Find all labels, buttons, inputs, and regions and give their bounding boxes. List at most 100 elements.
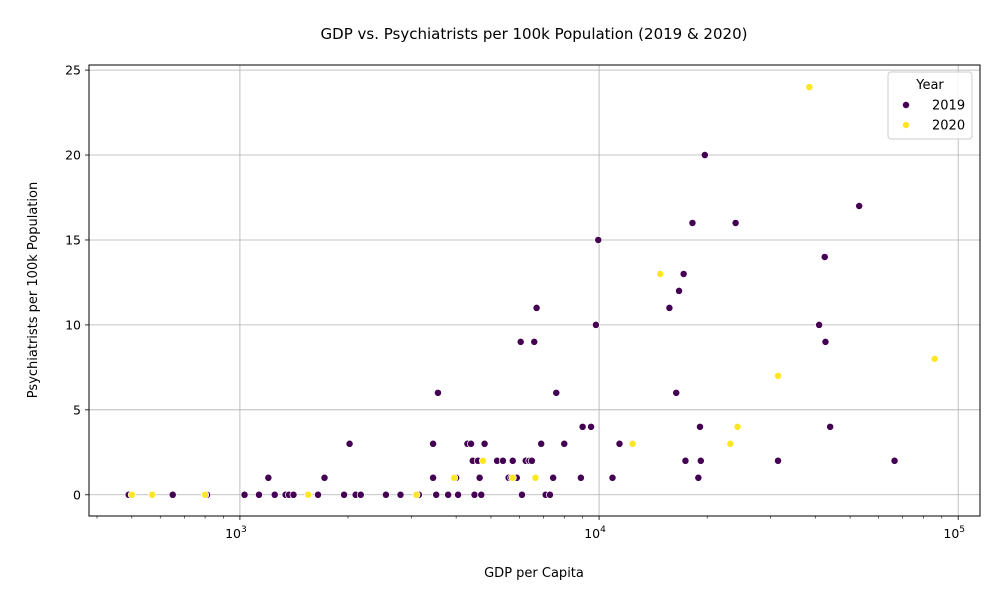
data-point-2019 bbox=[681, 456, 690, 465]
data-point-2020 bbox=[478, 456, 487, 465]
data-point-2019 bbox=[429, 473, 438, 482]
data-point-2019 bbox=[576, 473, 585, 482]
data-point-2019 bbox=[444, 490, 453, 499]
chart-title: GDP vs. Psychiatrists per 100k Populatio… bbox=[321, 25, 748, 43]
data-point-2019 bbox=[356, 490, 365, 499]
series-2020 bbox=[127, 83, 939, 499]
gridlines bbox=[89, 65, 980, 516]
data-point-2019 bbox=[688, 219, 697, 227]
data-point-2019 bbox=[289, 490, 298, 499]
legend-box bbox=[887, 71, 973, 140]
y-axis-label: Psychiatrists per 100k Population bbox=[26, 182, 41, 398]
data-point-2019 bbox=[820, 253, 829, 261]
data-point-2019 bbox=[578, 422, 587, 431]
data-point-2019 bbox=[679, 269, 688, 278]
data-point-2019 bbox=[270, 490, 279, 499]
data-point-2020 bbox=[508, 473, 517, 482]
data-point-2019 bbox=[560, 439, 569, 448]
data-point-2019 bbox=[826, 422, 835, 431]
data-point-2019 bbox=[475, 473, 484, 482]
data-point-2019 bbox=[516, 337, 525, 346]
data-point-2019 bbox=[454, 490, 463, 499]
legend-label-2019: 2019 bbox=[932, 99, 965, 114]
data-point-2020 bbox=[304, 490, 313, 499]
data-point-2019 bbox=[672, 388, 681, 397]
data-point-2020 bbox=[127, 490, 136, 499]
data-point-2019 bbox=[821, 337, 830, 346]
data-point-2019 bbox=[696, 456, 705, 465]
data-point-2019 bbox=[527, 456, 536, 465]
data-point-2019 bbox=[615, 439, 624, 448]
axis-ticks: 0 5 10 15 20 25 103 104 105 bbox=[65, 63, 965, 541]
y-tick-label: 10 bbox=[65, 317, 81, 332]
data-point-2019 bbox=[518, 490, 526, 499]
x-axis-label: GDP per Capita bbox=[484, 566, 584, 581]
data-point-2019 bbox=[499, 456, 507, 465]
data-point-2019 bbox=[694, 473, 703, 482]
data-point-2019 bbox=[532, 303, 541, 312]
data-point-2020 bbox=[805, 83, 814, 92]
data-point-2019 bbox=[432, 490, 441, 499]
data-point-2019 bbox=[537, 439, 546, 448]
data-point-2019 bbox=[168, 490, 177, 499]
legend-marker-2019 bbox=[902, 101, 910, 109]
data-point-2019 bbox=[855, 202, 864, 210]
data-point-2019 bbox=[594, 236, 603, 244]
data-point-2019 bbox=[549, 473, 558, 482]
data-point-2019 bbox=[665, 303, 674, 312]
data-point-2019 bbox=[264, 473, 273, 482]
data-point-2019 bbox=[314, 490, 322, 499]
data-point-2019 bbox=[890, 456, 899, 465]
legend-title: Year bbox=[915, 78, 944, 93]
data-point-2019 bbox=[255, 490, 263, 499]
data-point-2019 bbox=[470, 490, 479, 499]
data-point-2019 bbox=[345, 439, 354, 448]
data-point-2019 bbox=[731, 219, 740, 227]
data-point-2019 bbox=[381, 490, 390, 499]
data-point-2019 bbox=[240, 490, 249, 499]
data-point-2019 bbox=[530, 337, 539, 346]
data-point-2019 bbox=[396, 490, 405, 499]
data-point-2019 bbox=[608, 473, 617, 482]
data-point-2019 bbox=[587, 422, 596, 431]
data-point-2020 bbox=[412, 490, 421, 499]
data-point-2019 bbox=[480, 439, 489, 448]
data-point-2020 bbox=[450, 473, 459, 482]
data-point-2020 bbox=[201, 490, 210, 499]
y-tick-label: 15 bbox=[65, 232, 81, 247]
data-point-2019 bbox=[591, 320, 600, 329]
x-tick-label: 104 bbox=[584, 525, 606, 541]
data-point-2019 bbox=[675, 286, 683, 295]
y-tick-label: 25 bbox=[65, 63, 81, 78]
data-point-2019 bbox=[429, 439, 438, 448]
data-point-2019 bbox=[340, 490, 349, 499]
data-point-2019 bbox=[546, 490, 554, 499]
series-2019 bbox=[124, 151, 899, 499]
data-point-2019 bbox=[467, 439, 475, 448]
y-tick-label: 0 bbox=[73, 487, 81, 502]
x-tick-label: 105 bbox=[943, 525, 965, 541]
data-point-2020 bbox=[656, 269, 665, 278]
x-tick-label: 103 bbox=[225, 525, 247, 541]
y-tick-label: 5 bbox=[73, 402, 81, 417]
data-point-2020 bbox=[148, 490, 157, 499]
plot-frame bbox=[88, 64, 981, 517]
data-point-2019 bbox=[700, 151, 709, 159]
data-point-2019 bbox=[508, 456, 517, 465]
data-point-2019 bbox=[477, 490, 486, 499]
y-tick-label: 20 bbox=[65, 148, 81, 163]
data-point-2020 bbox=[774, 371, 782, 380]
legend-label-2020: 2020 bbox=[932, 119, 965, 134]
data-point-2019 bbox=[815, 320, 824, 329]
data-point-2020 bbox=[733, 422, 742, 431]
data-point-2020 bbox=[726, 439, 735, 448]
legend-marker-2020 bbox=[902, 121, 910, 129]
data-point-2020 bbox=[930, 354, 939, 363]
data-point-2019 bbox=[696, 422, 704, 431]
data-point-2019 bbox=[552, 388, 561, 397]
data-point-2019 bbox=[434, 388, 442, 397]
data-point-2019 bbox=[320, 473, 329, 482]
legend: Year 2019 2020 bbox=[887, 71, 973, 140]
